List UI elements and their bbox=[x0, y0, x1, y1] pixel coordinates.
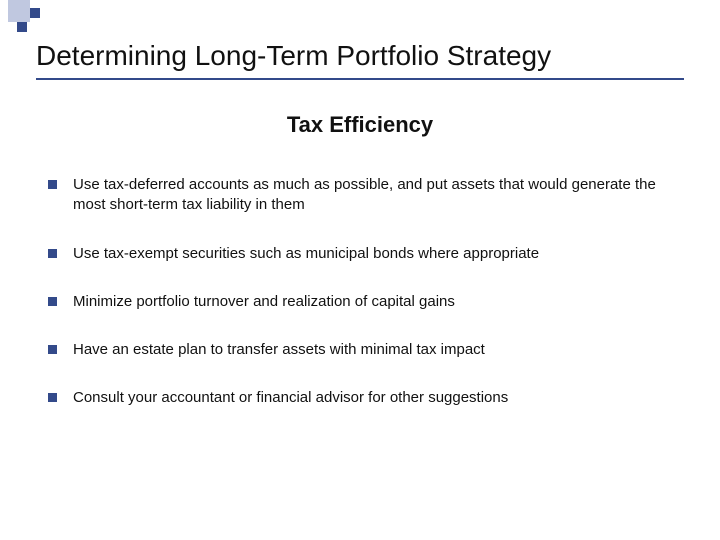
bullet-text: Minimize portfolio turnover and realizat… bbox=[73, 292, 455, 312]
bullet-icon bbox=[48, 297, 57, 306]
bullet-icon bbox=[48, 345, 57, 354]
deco-square-dark-1 bbox=[30, 8, 40, 18]
bullet-icon bbox=[48, 180, 57, 189]
bullet-text: Use tax-exempt securities such as munici… bbox=[73, 244, 539, 264]
bullet-icon bbox=[48, 393, 57, 402]
list-item: Consult your accountant or financial adv… bbox=[48, 388, 672, 408]
list-item: Use tax-exempt securities such as munici… bbox=[48, 244, 672, 264]
bullet-text: Use tax-deferred accounts as much as pos… bbox=[73, 175, 672, 216]
list-item: Minimize portfolio turnover and realizat… bbox=[48, 292, 672, 312]
page-subtitle: Tax Efficiency bbox=[0, 112, 720, 138]
list-item: Use tax-deferred accounts as much as pos… bbox=[48, 175, 672, 216]
bullet-text: Consult your accountant or financial adv… bbox=[73, 388, 508, 408]
list-item: Have an estate plan to transfer assets w… bbox=[48, 340, 672, 360]
bullet-icon bbox=[48, 249, 57, 258]
bullet-text: Have an estate plan to transfer assets w… bbox=[73, 340, 485, 360]
slide: Determining Long-Term Portfolio Strategy… bbox=[0, 0, 720, 540]
deco-square-dark-2 bbox=[17, 22, 27, 32]
deco-square-light bbox=[8, 0, 30, 22]
bullet-list: Use tax-deferred accounts as much as pos… bbox=[48, 175, 672, 437]
page-title: Determining Long-Term Portfolio Strategy bbox=[36, 40, 684, 80]
